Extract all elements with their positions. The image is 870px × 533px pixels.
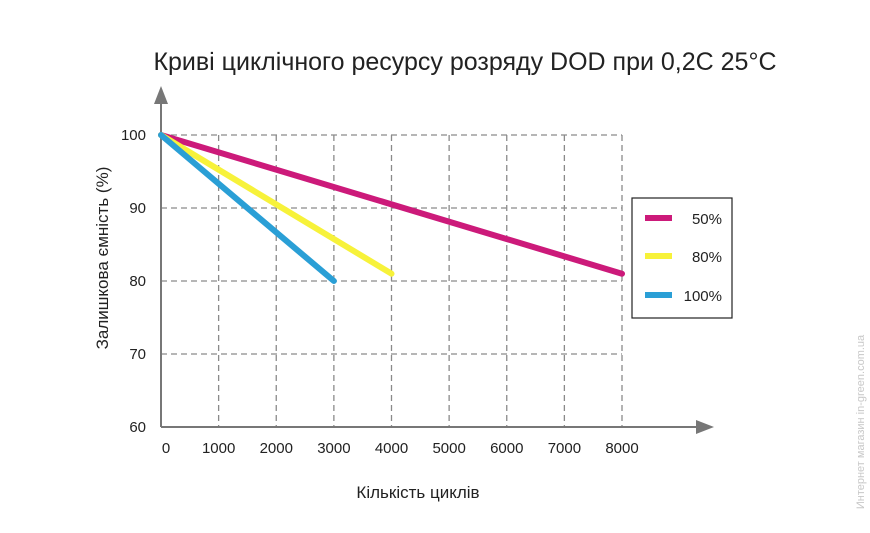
legend-label-2: 100%	[684, 288, 722, 305]
chart-title: Криві циклічного ресурсу розряду DOD при…	[153, 48, 776, 76]
x-tick-labels: 0 1000 2000 3000 4000 5000 6000 7000 8000	[162, 440, 639, 457]
axes	[154, 86, 714, 434]
legend-label-0: 50%	[692, 211, 722, 228]
x-tick-label-0: 0	[162, 440, 170, 457]
series-line-1	[158, 132, 395, 277]
y-tick-label-3: 90	[129, 200, 146, 217]
x-tick-label-5: 5000	[432, 440, 465, 457]
legend: 50% 80% 100%	[631, 197, 733, 319]
x-tick-label-8: 8000	[605, 440, 638, 457]
y-axis-arrow	[154, 86, 168, 104]
watermark-text: Интернет магазин in-green.com.ua	[855, 334, 867, 509]
series-lines	[158, 132, 625, 284]
y-tick-label-4: 100	[121, 127, 146, 144]
x-tick-label-3: 3000	[317, 440, 350, 457]
x-axis-arrow	[696, 420, 714, 434]
x-tick-label-2: 2000	[260, 440, 293, 457]
legend-label-1: 80%	[692, 249, 722, 266]
y-tick-label-2: 80	[129, 273, 146, 290]
series-line-0	[158, 132, 625, 277]
series-line-2	[158, 132, 337, 284]
grid	[161, 134, 623, 427]
y-tick-label-0: 60	[129, 419, 146, 436]
x-tick-label-7: 7000	[548, 440, 581, 457]
y-tick-label-1: 70	[129, 346, 146, 363]
y-tick-labels: 60 70 80 90 100	[121, 127, 146, 436]
x-tick-label-1: 1000	[202, 440, 235, 457]
x-axis-label: Кількість циклів	[356, 483, 479, 502]
x-tick-label-6: 6000	[490, 440, 523, 457]
x-tick-label-4: 4000	[375, 440, 408, 457]
y-axis-label: Залишкова ємність (%)	[93, 167, 112, 350]
